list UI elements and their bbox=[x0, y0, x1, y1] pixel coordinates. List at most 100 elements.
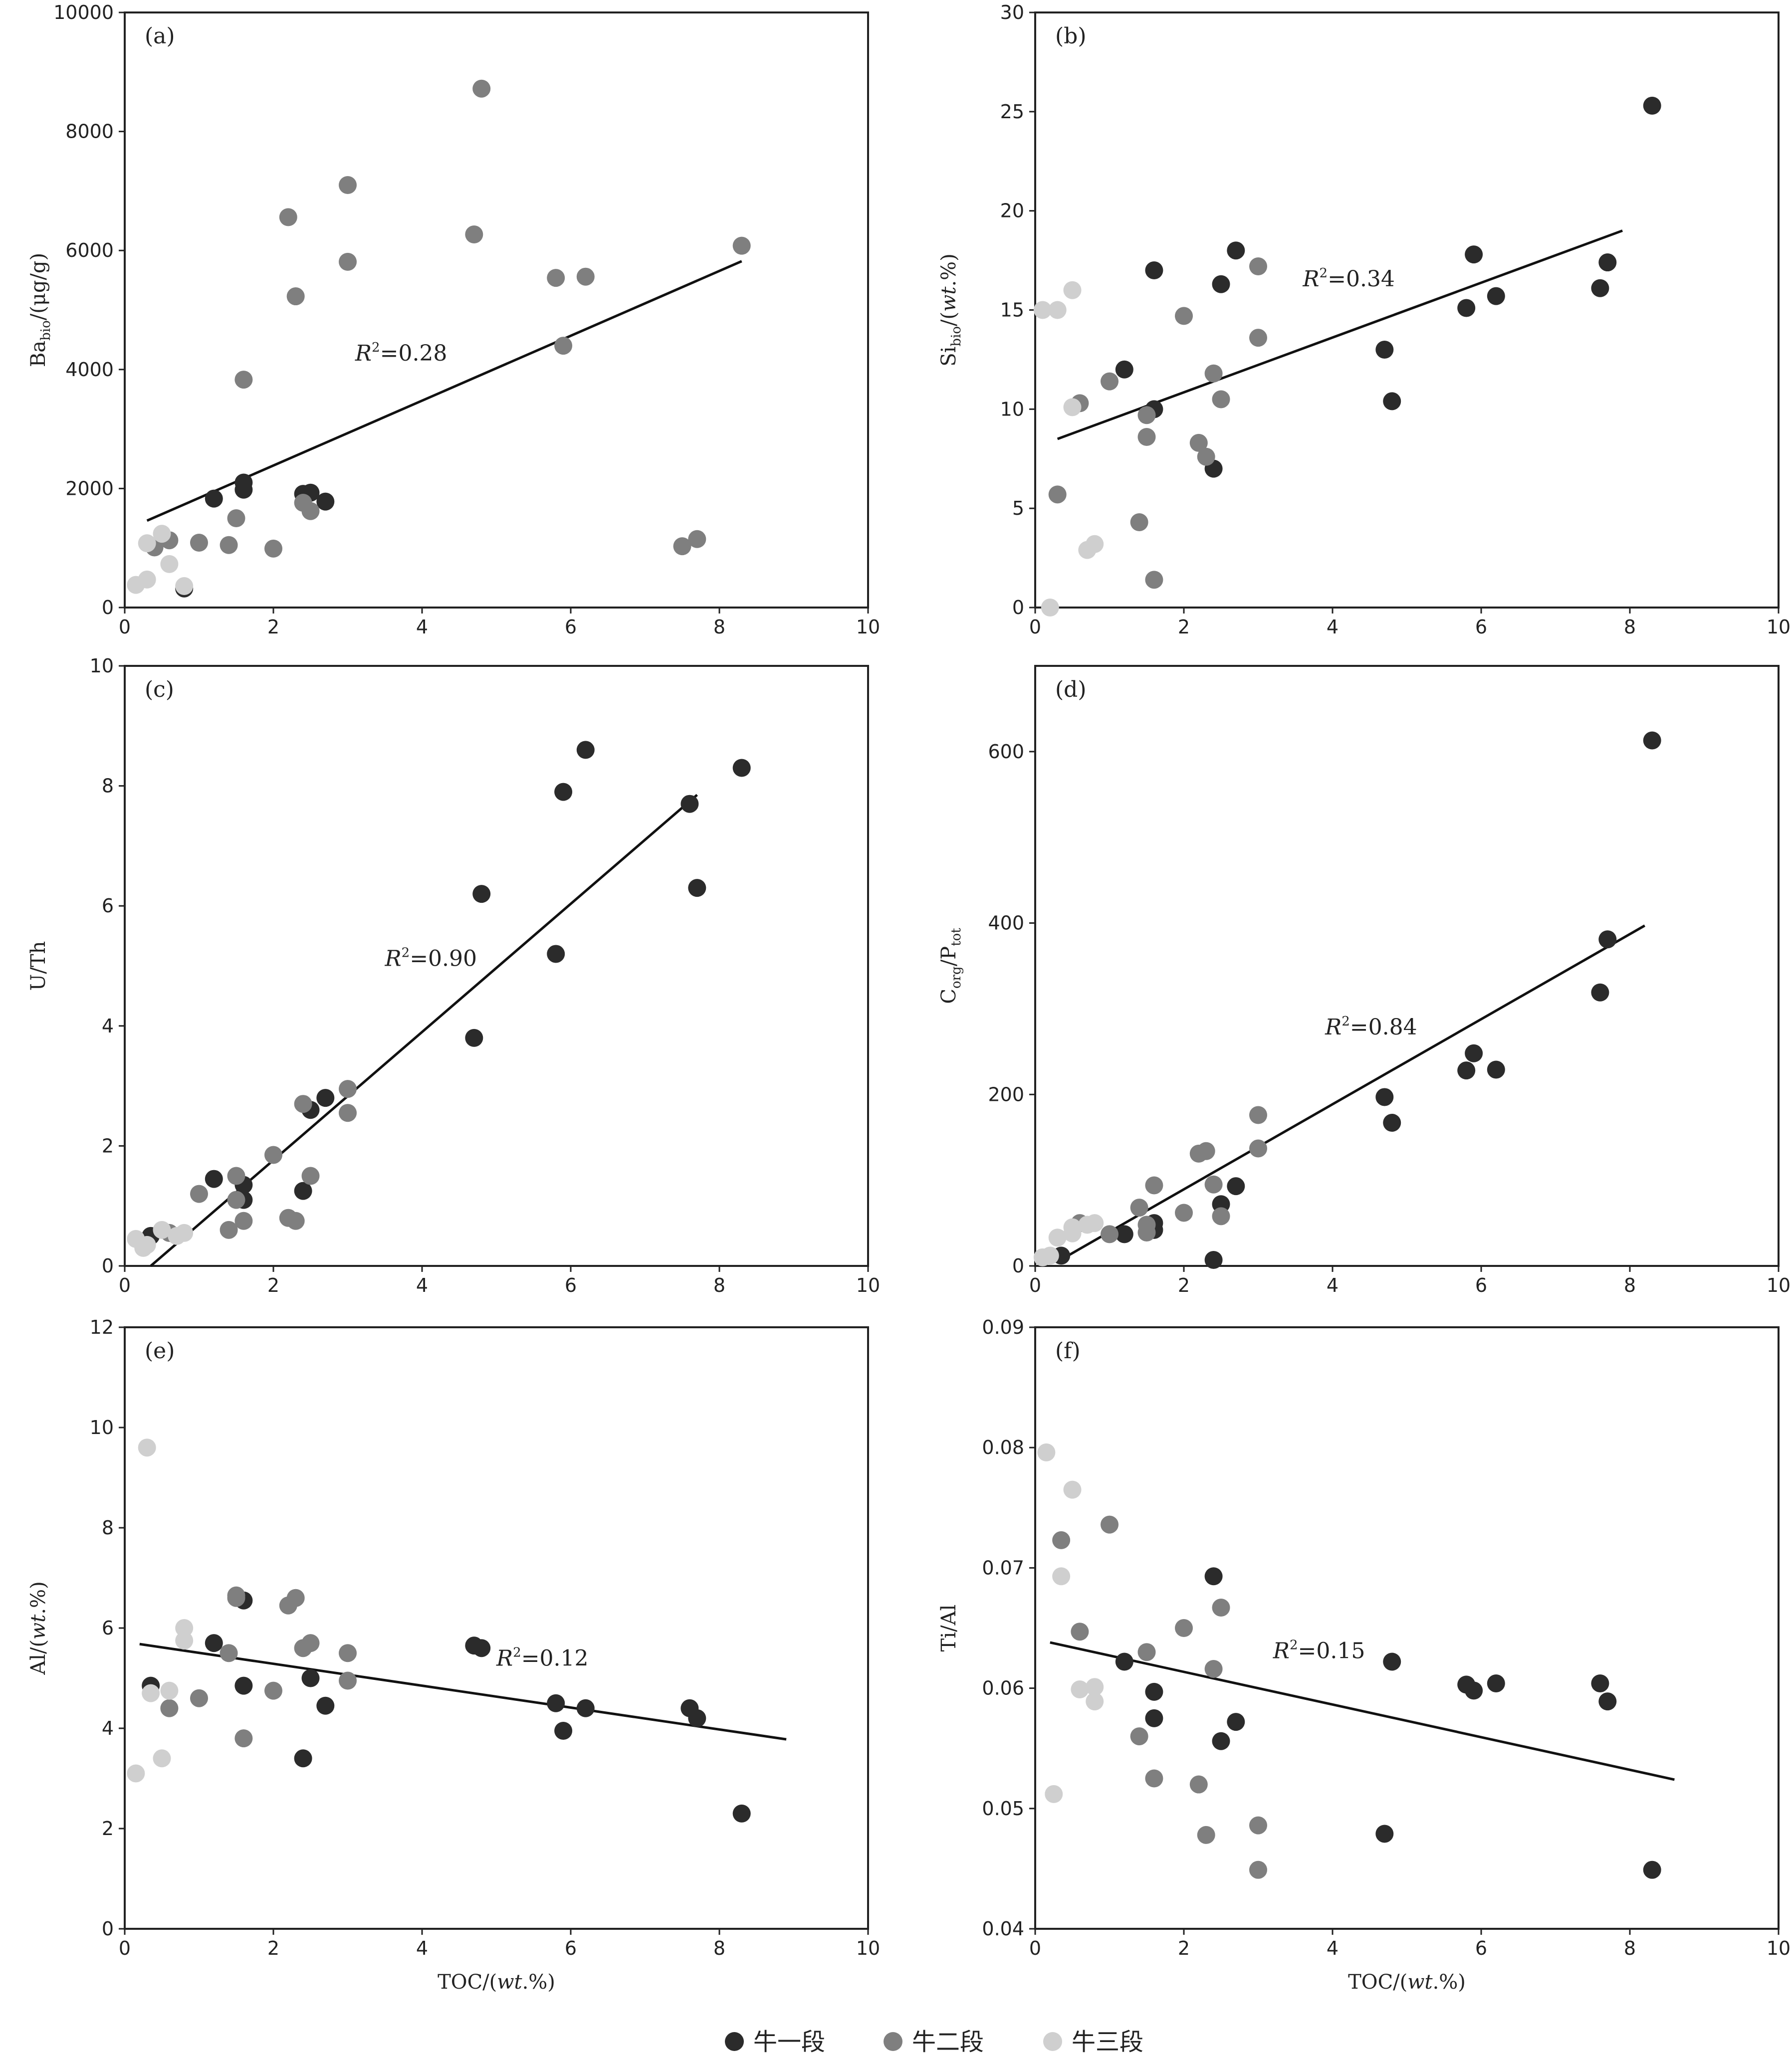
y-axis-label: U/Th bbox=[27, 941, 50, 991]
data-point bbox=[1249, 1860, 1267, 1879]
y-tick-label: 8 bbox=[102, 1517, 114, 1539]
data-point bbox=[1175, 1204, 1193, 1222]
data-point bbox=[286, 287, 305, 306]
data-point bbox=[294, 1749, 312, 1768]
y-tick-label: 10 bbox=[90, 1417, 114, 1438]
data-point bbox=[1175, 307, 1193, 325]
data-point bbox=[220, 1221, 238, 1239]
x-tick-label: 10 bbox=[1767, 1274, 1791, 1296]
y-tick-label: 2000 bbox=[65, 477, 114, 499]
data-point bbox=[1598, 253, 1617, 272]
data-point bbox=[1227, 1713, 1245, 1731]
y-tick-label: 30 bbox=[1000, 1, 1024, 23]
y-tick-label: 4 bbox=[102, 1015, 114, 1037]
data-point bbox=[127, 1764, 145, 1783]
data-point bbox=[234, 1676, 253, 1695]
data-point bbox=[316, 1089, 335, 1107]
data-point bbox=[168, 1227, 186, 1245]
y-tick-label: 200 bbox=[988, 1083, 1024, 1105]
data-point bbox=[1037, 1443, 1056, 1461]
regression-line bbox=[1057, 924, 1646, 1263]
y-tick-label: 600 bbox=[988, 741, 1024, 763]
y-tick-label: 10 bbox=[90, 655, 114, 677]
data-point bbox=[153, 525, 171, 543]
data-point bbox=[1063, 1480, 1082, 1499]
data-point bbox=[1643, 731, 1661, 750]
data-point bbox=[339, 1080, 357, 1098]
y-tick-label: 0.09 bbox=[982, 1316, 1024, 1338]
data-point bbox=[1137, 1643, 1156, 1661]
data-point bbox=[294, 1639, 312, 1657]
x-tick-label: 8 bbox=[1624, 616, 1636, 638]
data-point bbox=[1137, 428, 1156, 446]
data-point bbox=[1204, 1250, 1223, 1269]
data-point bbox=[301, 502, 320, 520]
y-tick-label: 15 bbox=[1000, 299, 1024, 321]
panel-label: (d) bbox=[1055, 677, 1087, 702]
y-tick-label: 0 bbox=[102, 1255, 114, 1277]
legend-label: 牛三段 bbox=[1072, 2028, 1143, 2055]
data-point bbox=[1145, 571, 1163, 589]
data-point bbox=[1212, 390, 1230, 409]
y-tick-label: 2 bbox=[102, 1135, 114, 1157]
y-tick-label: 4 bbox=[102, 1717, 114, 1739]
x-tick-label: 2 bbox=[1178, 1937, 1190, 1959]
data-point bbox=[301, 1167, 320, 1185]
data-point bbox=[1383, 1113, 1401, 1132]
data-point bbox=[1457, 299, 1476, 317]
x-tick-label: 0 bbox=[119, 1274, 131, 1296]
x-tick-label: 2 bbox=[1178, 616, 1190, 638]
x-tick-label: 8 bbox=[713, 1937, 725, 1959]
y-tick-label: 10 bbox=[1000, 398, 1024, 420]
data-point bbox=[1052, 1567, 1071, 1586]
data-point bbox=[688, 1709, 706, 1727]
y-tick-label: 2 bbox=[102, 1818, 114, 1840]
data-point bbox=[576, 267, 595, 286]
data-point bbox=[264, 1681, 282, 1700]
x-tick-label: 4 bbox=[416, 1274, 428, 1296]
regression-line bbox=[139, 1643, 787, 1741]
y-tick-label: 20 bbox=[1000, 200, 1024, 222]
data-point bbox=[576, 741, 595, 759]
data-point bbox=[1487, 287, 1505, 305]
data-point bbox=[1249, 1106, 1267, 1124]
data-point bbox=[1383, 1652, 1401, 1671]
panel-label: (b) bbox=[1055, 23, 1087, 49]
y-tick-label: 0.07 bbox=[982, 1557, 1024, 1579]
plot-frame bbox=[124, 665, 869, 1267]
data-point bbox=[1078, 1216, 1097, 1234]
data-point bbox=[1227, 241, 1245, 260]
data-point bbox=[1465, 245, 1483, 264]
data-point bbox=[1375, 1825, 1394, 1843]
data-point bbox=[472, 79, 491, 98]
data-point bbox=[175, 577, 194, 596]
data-point bbox=[1204, 364, 1223, 383]
data-point bbox=[680, 795, 699, 813]
panel-label: (f) bbox=[1055, 1338, 1081, 1364]
x-tick-label: 6 bbox=[1475, 616, 1487, 638]
data-point bbox=[1086, 1678, 1104, 1696]
x-tick-label: 4 bbox=[1327, 1937, 1339, 1959]
y-tick-label: 10000 bbox=[53, 1, 114, 23]
y-tick-label: 4000 bbox=[65, 359, 114, 381]
r-squared-label: R2=0.28 bbox=[355, 340, 448, 366]
data-point bbox=[142, 1684, 160, 1702]
data-point bbox=[1115, 360, 1133, 379]
plot-frame bbox=[124, 1326, 869, 1930]
data-point bbox=[339, 1104, 357, 1122]
data-point bbox=[339, 252, 357, 271]
data-point bbox=[472, 1639, 491, 1657]
y-tick-label: 8 bbox=[102, 775, 114, 797]
data-point bbox=[1071, 1623, 1089, 1641]
data-point bbox=[1145, 1682, 1163, 1701]
data-point bbox=[732, 759, 751, 777]
data-point bbox=[316, 492, 335, 511]
data-point bbox=[472, 885, 491, 903]
y-axis-label: Babio/(μg/g) bbox=[27, 253, 53, 367]
data-point bbox=[220, 1644, 238, 1662]
x-tick-label: 0 bbox=[1029, 1937, 1041, 1959]
x-tick-label: 10 bbox=[856, 1274, 880, 1296]
y-tick-label: 12 bbox=[90, 1316, 114, 1338]
panel-label: (e) bbox=[145, 1338, 175, 1364]
y-tick-label: 0 bbox=[102, 1918, 114, 1940]
